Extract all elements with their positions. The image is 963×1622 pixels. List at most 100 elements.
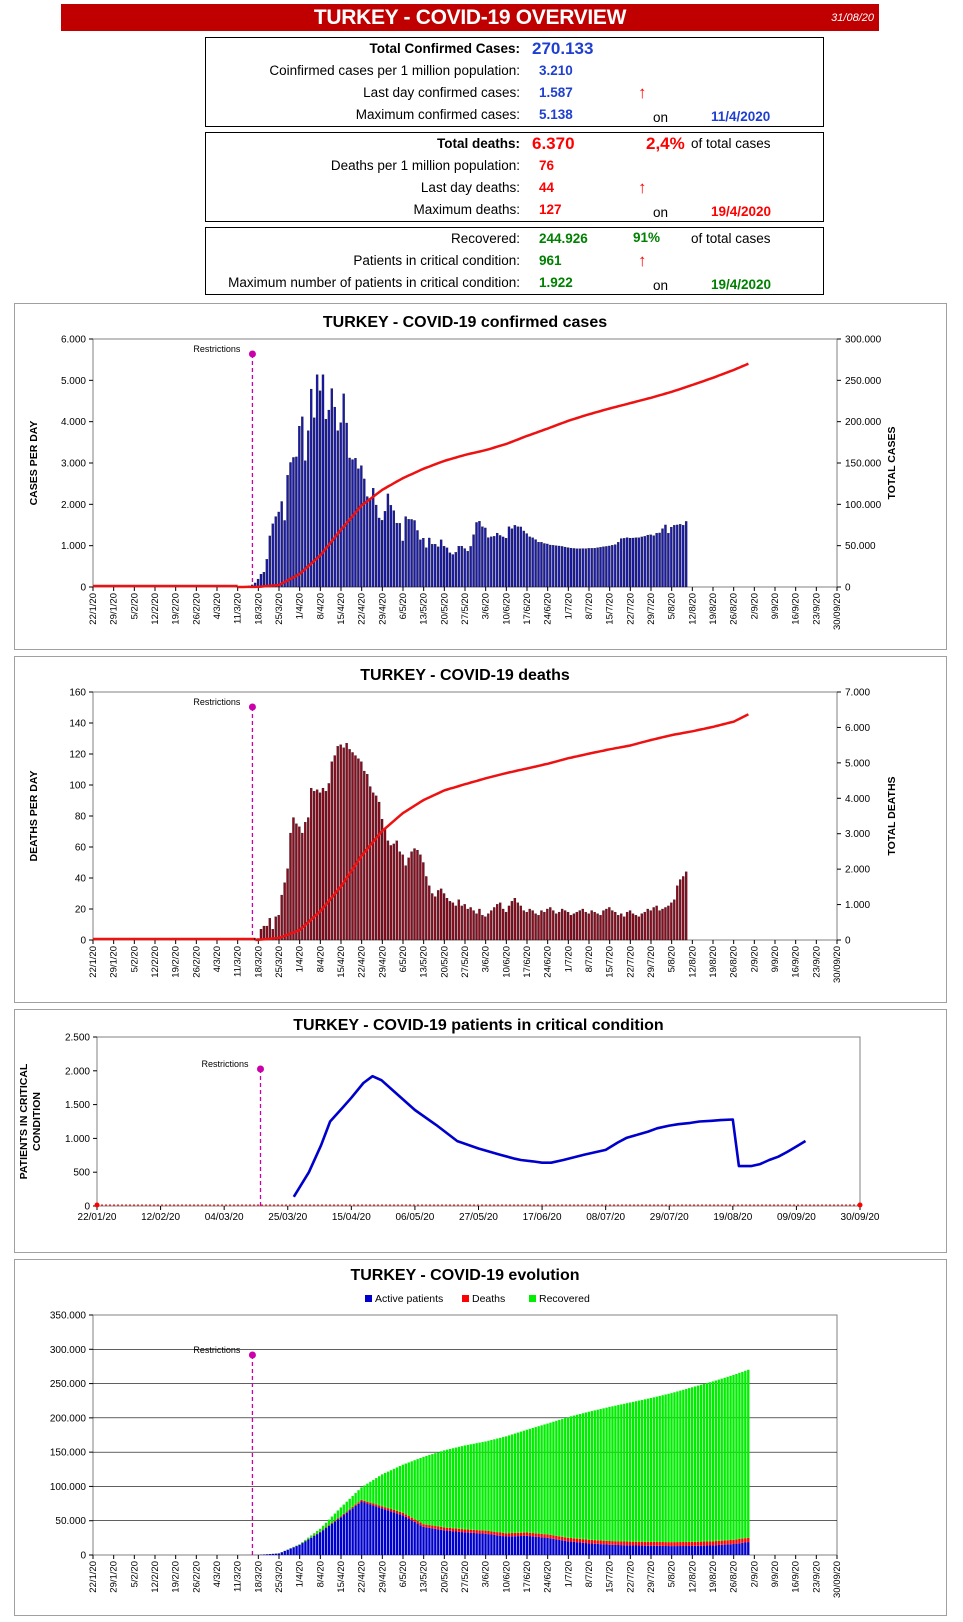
y-tick-label: 6.000	[61, 335, 86, 346]
daily-bar	[466, 908, 469, 941]
daily-bar	[498, 902, 502, 941]
daily-bar	[522, 910, 525, 941]
daily-bar	[333, 406, 336, 588]
daily-bar	[513, 898, 517, 941]
daily-bar	[380, 818, 384, 941]
y-axis-label: CASES PER DAY	[28, 421, 40, 506]
daily-bar	[357, 758, 360, 941]
stacked-bar-segment	[546, 1537, 549, 1555]
stacked-bar-segment	[413, 1519, 416, 1522]
stacked-bar-segment	[611, 1406, 614, 1542]
daily-bar	[425, 876, 428, 941]
daily-bar	[504, 911, 508, 941]
daily-bar	[262, 572, 266, 588]
stacked-bar-segment	[478, 1530, 481, 1534]
stacked-bar-segment	[463, 1532, 467, 1555]
y2-axis-label: TOTAL CASES	[886, 427, 898, 500]
x-tick-label: 30/09/20	[832, 946, 843, 983]
daily-bar	[445, 547, 449, 588]
stacked-bar-segment	[496, 1535, 499, 1555]
daily-bar	[555, 545, 558, 588]
stacked-bar-segment	[425, 1527, 428, 1555]
daily-bar	[531, 910, 534, 941]
daily-bar	[590, 910, 593, 941]
stacked-bar-segment	[398, 1514, 402, 1555]
x-tick-label: 8/7/20	[584, 1561, 595, 1587]
stacked-bar-segment	[626, 1403, 629, 1542]
stacked-bar-segment	[581, 1542, 585, 1555]
stacked-bar-segment	[626, 1545, 629, 1555]
x-tick-label: 5/2/20	[129, 1561, 140, 1587]
stacked-bar-segment	[454, 1447, 458, 1529]
stacked-bar-segment	[676, 1391, 679, 1543]
daily-bar	[510, 528, 514, 588]
daily-bar	[537, 915, 540, 941]
stacked-bar-segment	[451, 1531, 455, 1555]
x-tick-label: 29/4/20	[377, 593, 388, 625]
x-tick-label: 8/4/20	[315, 593, 326, 619]
x-tick-label: 9/9/20	[770, 593, 781, 619]
daily-bar	[608, 545, 611, 588]
daily-bar	[398, 523, 401, 588]
stacked-bar-segment	[593, 1543, 596, 1555]
stacked-bar-segment	[567, 1417, 570, 1538]
daily-bar	[493, 907, 496, 941]
x-tick-label: 22/7/20	[625, 593, 636, 625]
stacked-bar-segment	[496, 1438, 499, 1533]
daily-bar	[519, 526, 522, 588]
stacked-bar-segment	[419, 1522, 422, 1526]
stacked-bar-segment	[265, 1554, 269, 1555]
daily-bar	[383, 828, 387, 941]
daily-bar	[664, 524, 667, 588]
stacked-bar-segment	[345, 1501, 348, 1512]
stacked-bar-segment	[735, 1539, 738, 1544]
stacked-bar-segment	[321, 1525, 325, 1530]
stacked-bar-segment	[502, 1536, 505, 1555]
daily-bar	[637, 916, 641, 941]
daily-bar	[569, 915, 573, 941]
daily-bar	[419, 854, 422, 941]
daily-bar	[454, 905, 458, 941]
stacked-bar-segment	[564, 1537, 567, 1541]
stacked-bar-segment	[289, 1548, 292, 1555]
daily-bar	[658, 532, 661, 588]
daily-bar	[652, 907, 655, 941]
daily-bar	[442, 546, 446, 588]
stacked-bar-segment	[691, 1541, 694, 1546]
stacked-bar-segment	[587, 1543, 591, 1555]
daily-bar	[560, 546, 564, 588]
stacked-bar-segment	[431, 1454, 434, 1526]
stacked-bar-segment	[351, 1506, 354, 1509]
daily-bar	[454, 552, 458, 588]
chart-title: TURKEY - COVID-19 patients in critical c…	[293, 1017, 663, 1034]
daily-bar	[534, 913, 537, 941]
stacked-bar-segment	[440, 1529, 443, 1555]
stacked-bar-segment	[469, 1444, 472, 1530]
x-tick-label: 23/9/20	[811, 946, 822, 978]
x-tick-label: 10/6/20	[501, 1561, 512, 1593]
daily-bar	[581, 908, 584, 941]
x-tick-label: 4/3/20	[212, 946, 223, 972]
stacked-bar-segment	[401, 1512, 405, 1516]
x-tick-label: 22/4/20	[357, 593, 368, 625]
y-tick-label: 60	[75, 843, 87, 854]
stacked-bar-segment	[333, 1513, 337, 1521]
daily-bar	[428, 537, 431, 588]
stacked-bar-segment	[481, 1533, 484, 1555]
stacked-bar-segment	[696, 1541, 700, 1546]
stacked-bar-segment	[466, 1532, 469, 1555]
stacked-bar-segment	[572, 1538, 576, 1542]
daily-bar	[416, 849, 419, 941]
stacked-bar-segment	[484, 1533, 487, 1555]
x-tick-label: 16/9/20	[791, 593, 802, 625]
stacked-bar-segment	[549, 1534, 552, 1539]
cases-per-million-value: 3.210	[539, 63, 573, 78]
stacked-bar-segment	[478, 1442, 481, 1531]
stacked-bar-segment	[599, 1408, 602, 1541]
daily-bar	[563, 910, 567, 941]
daily-bar	[569, 547, 573, 588]
x-tick-label: 8/4/20	[315, 946, 326, 972]
x-tick-label: 8/4/20	[315, 1561, 326, 1587]
daily-bar	[617, 542, 620, 588]
stacked-bar-segment	[404, 1463, 407, 1515]
